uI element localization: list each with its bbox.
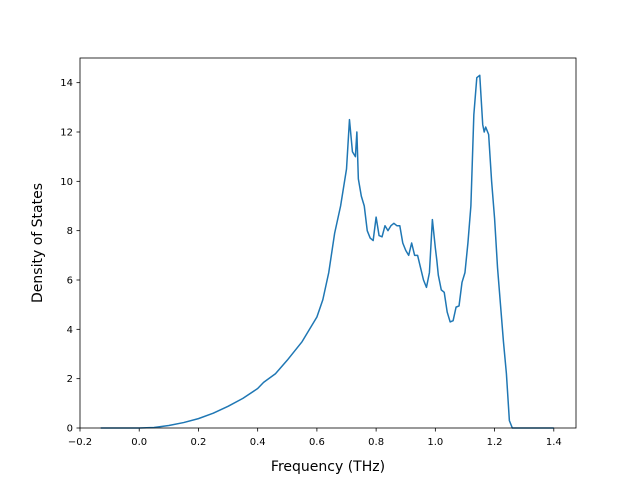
- y-tick-label: 2: [67, 374, 73, 385]
- x-tick-label: 0.6: [309, 437, 325, 448]
- x-tick-label: 0.8: [368, 437, 384, 448]
- dos-line: [100, 74, 554, 429]
- x-tick-label: 0.2: [190, 437, 206, 448]
- x-tick-label: 1.2: [487, 437, 503, 448]
- y-tick-label: 4: [67, 325, 73, 336]
- x-axis-label: Frequency (THz): [271, 459, 385, 475]
- y-tick-label: 8: [67, 226, 73, 237]
- x-tick-label: 0.0: [131, 437, 147, 448]
- y-tick-label: 14: [60, 78, 73, 89]
- y-tick-label: 10: [60, 177, 73, 188]
- x-tick-label: 1.0: [427, 437, 443, 448]
- x-tick-label: 1.4: [546, 437, 562, 448]
- y-tick-label: 0: [67, 424, 73, 435]
- plot-background: [80, 58, 576, 428]
- plot-frame: [79, 57, 577, 429]
- x-tick-label: 0.4: [250, 437, 266, 448]
- ticks-layer: −0.2 0.0 0.2 0.4 0.6 0.8 1.0 1.2 1.4 0 2 4 6 8 10 12 14: [60, 78, 561, 448]
- y-tick-label: 12: [60, 128, 73, 139]
- x-tick-label: −0.2: [68, 437, 92, 448]
- y-axis-label: Density of States: [30, 183, 46, 303]
- y-tick-label: 6: [67, 276, 73, 287]
